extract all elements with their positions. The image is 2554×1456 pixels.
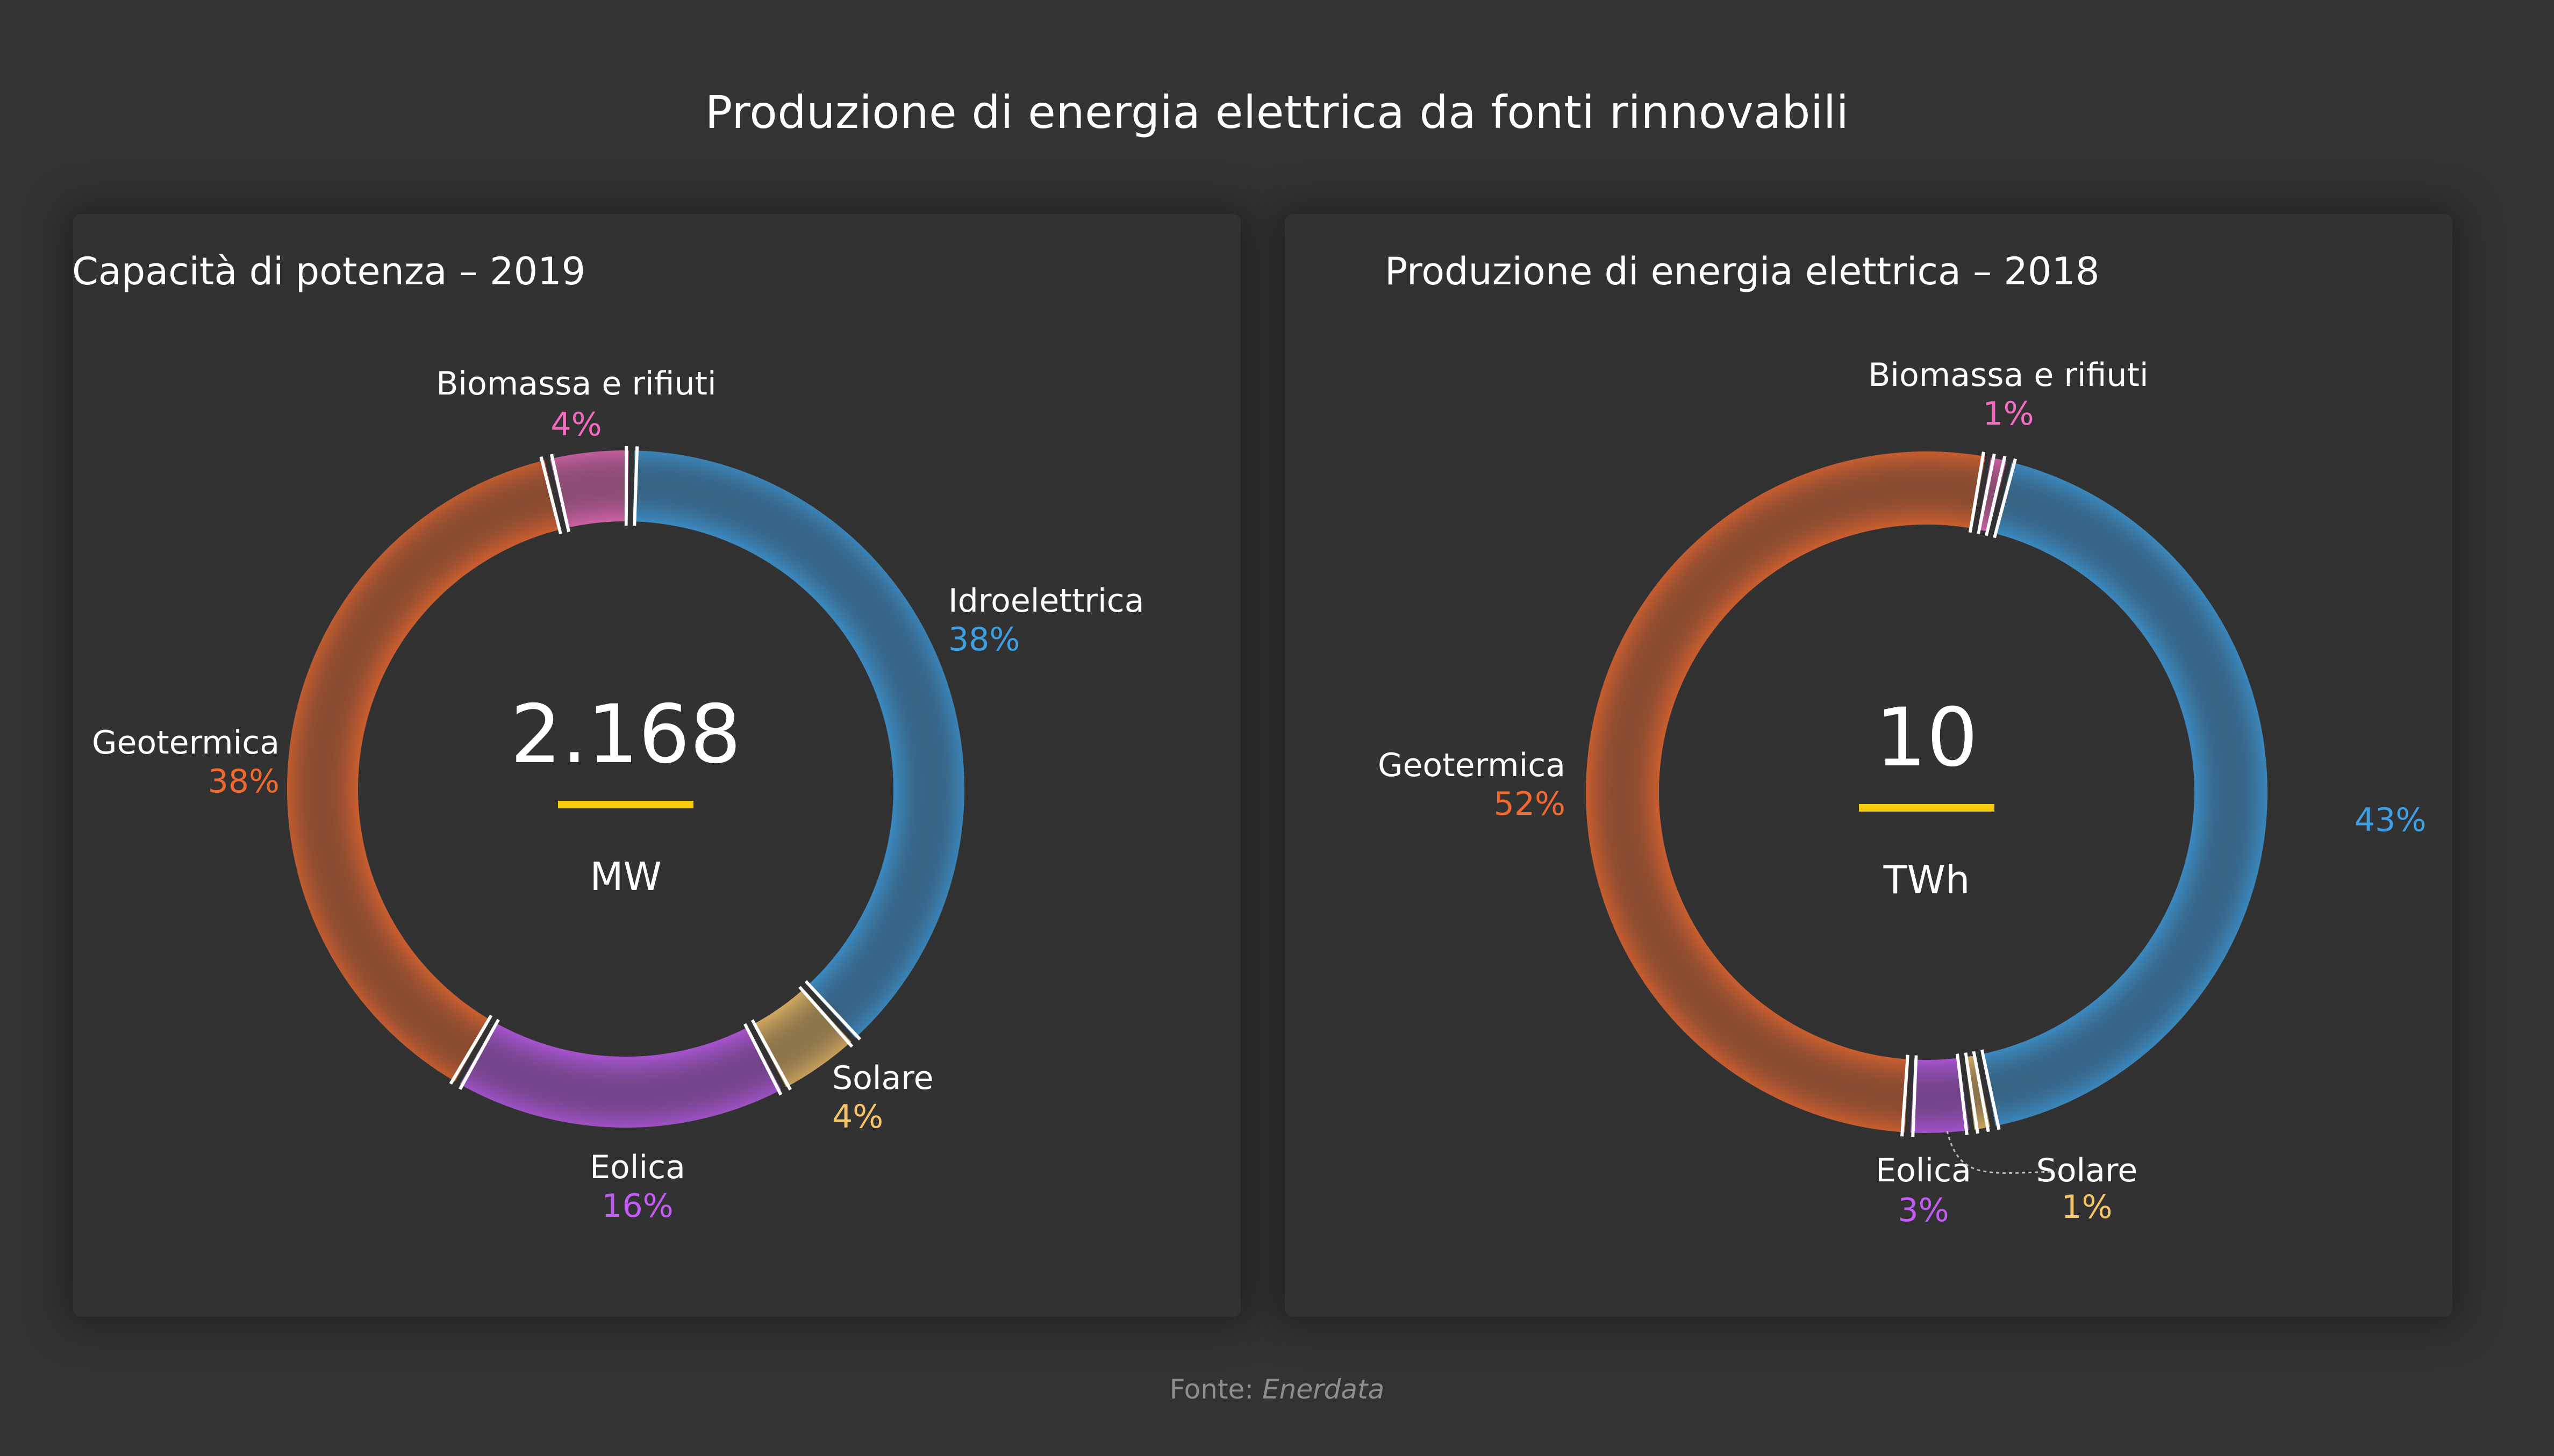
slice-separator — [1980, 1049, 2001, 1130]
center-unit: MW — [590, 854, 661, 899]
slice-gap — [627, 446, 635, 526]
ring-inner-shadow — [288, 451, 963, 1127]
main-title: Produzione di energia elettrica da fonti… — [705, 86, 1849, 139]
source-prefix: Fonte: — [1169, 1374, 1254, 1405]
value-label-eolica: 3% — [1898, 1192, 1949, 1229]
center-value: 10 — [1876, 691, 1978, 785]
slice-gap — [1905, 1055, 1915, 1137]
value-label-idroelettrica: 43% — [2355, 801, 2426, 839]
slice-separator — [1956, 1053, 1969, 1135]
label-geotermica: Geotermica — [92, 724, 280, 762]
value-label-eolica: 16% — [602, 1187, 673, 1225]
leader-line-solare — [1946, 1130, 2052, 1174]
slice-separator — [1964, 1052, 1979, 1134]
label-solare: Solare — [2036, 1152, 2138, 1189]
label-solare: Solare — [832, 1059, 934, 1097]
panel-title-capacity: Capacità di potenza – 2019 — [72, 249, 586, 293]
label-biomassa-e-rifiuti: Biomassa e rifiuti — [1868, 356, 2148, 394]
slice-separator — [549, 454, 570, 533]
slice-separator — [1972, 1051, 1990, 1132]
value-label-solare: 4% — [832, 1098, 883, 1136]
label-geotermica: Geotermica — [1378, 747, 1565, 784]
label-eolica: Eolica — [590, 1149, 685, 1186]
slice-separator — [798, 986, 854, 1048]
ring-inner-shadow — [1589, 455, 2264, 1130]
slice-separator — [539, 456, 562, 534]
slice-separator — [633, 446, 639, 526]
center-accent-bar — [1859, 804, 1994, 812]
label-biomassa-e-rifiuti: Biomassa e rifiuti — [436, 365, 716, 403]
value-label-idroelettrica: 38% — [948, 621, 1020, 658]
slice-separator — [1985, 456, 2007, 536]
value-label-geotermica: 38% — [208, 763, 280, 800]
slice-gap — [1975, 1050, 1997, 1131]
panel-capacity: Capacità di potenza – 2019 2.168 MW Idroel… — [72, 214, 1241, 1317]
slice-separator — [1911, 1055, 1918, 1137]
label-idroelettrica: Idroelettrica — [948, 582, 1144, 620]
slice-separator — [459, 1019, 500, 1090]
slice-gap — [543, 455, 568, 534]
source-name: Enerdata — [1262, 1374, 1385, 1405]
value-label-biomassa-e-rifiuti: 4% — [550, 406, 602, 443]
slice-separator — [1968, 451, 1985, 533]
slice-separator — [449, 1014, 493, 1085]
panel-title-production: Produzione di energia elettrica – 2018 — [1385, 249, 2100, 293]
slice-gap — [800, 982, 859, 1045]
slice-separator — [1993, 458, 2017, 539]
slice-gap — [1987, 456, 2013, 537]
value-label-geotermica: 52% — [1494, 785, 1565, 823]
slice-separator — [1900, 1055, 1909, 1137]
slice-gap — [453, 1016, 497, 1088]
center-unit: TWh — [1883, 857, 1970, 902]
slice-separator — [804, 980, 862, 1041]
panel-production: Produzione di energia elettrica – 2018 1… — [1285, 214, 2452, 1317]
slice-gap — [746, 1021, 788, 1094]
slice-separator — [743, 1023, 783, 1096]
donut-chart-capacity: 2.168MWIdroelettrica38%Solare4%Eolica16%… — [92, 365, 1144, 1225]
center-accent-bar — [558, 801, 693, 808]
donut-chart-production: 10TWh43%Solare1%Eolica3%Geotermica52%Bio… — [1378, 356, 2426, 1229]
slice-gap — [1971, 452, 1992, 534]
value-label-solare: 1% — [2061, 1188, 2112, 1226]
source-note: Fonte: Enerdata — [0, 1374, 2554, 1405]
center-value: 2.168 — [510, 688, 741, 781]
value-label-biomassa-e-rifiuti: 1% — [1983, 395, 2034, 433]
slice-gap — [1958, 1053, 1975, 1135]
slice-separator — [1977, 453, 1996, 535]
label-eolica: Eolica — [1876, 1152, 1971, 1189]
slice-separator — [750, 1019, 792, 1091]
